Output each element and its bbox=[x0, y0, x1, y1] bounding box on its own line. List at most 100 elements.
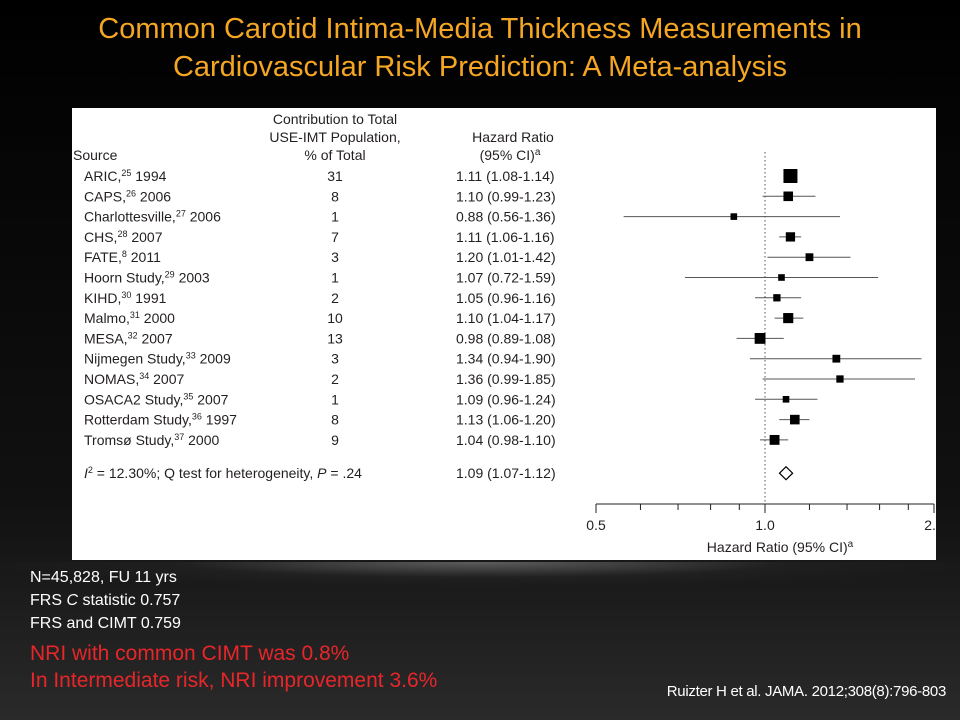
study-point bbox=[785, 232, 796, 242]
study-ref: 31 bbox=[130, 310, 140, 320]
study-hr-text: 1.36 (0.99-1.85) bbox=[456, 371, 556, 387]
study-name: KIHD, bbox=[84, 290, 121, 306]
study-year: 1994 bbox=[131, 168, 166, 184]
citation: Ruizter H et al. JAMA. 2012;308(8):796-8… bbox=[666, 683, 947, 700]
title-line-1: Common Carotid Intima-Media Thickness Me… bbox=[98, 13, 862, 45]
x-axis-label: Hazard Ratio (95% CI)a bbox=[707, 539, 854, 556]
stats-frs-label: FRS bbox=[30, 592, 67, 609]
study-contribution: 2 bbox=[331, 290, 339, 306]
study-ref: 8 bbox=[122, 249, 127, 259]
study-ref: 36 bbox=[192, 412, 202, 422]
study-year: 2000 bbox=[140, 310, 175, 326]
stats-c-italic: C bbox=[66, 592, 79, 609]
study-point bbox=[778, 274, 785, 281]
study-year: 1997 bbox=[202, 412, 237, 428]
study-ref: 28 bbox=[117, 229, 127, 239]
study-ref: 35 bbox=[183, 391, 193, 401]
study-contribution: 13 bbox=[327, 330, 343, 346]
header-hazard-ratio: Hazard Ratio bbox=[472, 129, 554, 145]
study-hr-text: 1.34 (0.94-1.90) bbox=[456, 351, 556, 367]
study-label: NOMAS,34 2007 bbox=[84, 371, 184, 387]
study-year: 2006 bbox=[186, 209, 221, 225]
study-point bbox=[832, 354, 841, 363]
header-ci-sup: a bbox=[535, 147, 541, 158]
nri-line-2: In Intermediate risk, NRI improvement 3.… bbox=[30, 669, 438, 692]
study-contribution: 9 bbox=[331, 432, 339, 448]
study-ref: 30 bbox=[121, 290, 131, 300]
summary-p-value: = .24 bbox=[327, 465, 363, 481]
study-label: Charlottesville,27 2006 bbox=[84, 209, 221, 225]
study-hr-text: 0.88 (0.56-1.36) bbox=[456, 209, 556, 225]
study-ref: 37 bbox=[174, 432, 184, 442]
study-name: Hoorn Study, bbox=[84, 270, 165, 286]
study-label: Nijmegen Study,33 2009 bbox=[84, 351, 231, 367]
study-label: FATE,8 2011 bbox=[84, 249, 161, 265]
header-hazard-ratio-ci: (95% CI)a bbox=[480, 147, 541, 164]
header-contribution-1: Contribution to Total bbox=[273, 111, 397, 127]
study-point bbox=[790, 414, 800, 425]
study-name: NOMAS, bbox=[84, 371, 139, 387]
header-contribution-3: % of Total bbox=[304, 147, 365, 163]
study-label: KIHD,30 1991 bbox=[84, 290, 167, 306]
summary-i-sup: 2 bbox=[88, 465, 93, 475]
title-line-2: Cardiovascular Risk Prediction: A Meta-a… bbox=[172, 51, 788, 83]
study-year: 2007 bbox=[127, 229, 162, 245]
summary-p: P bbox=[317, 465, 327, 481]
study-point bbox=[730, 213, 738, 220]
study-name: OSACA2 Study, bbox=[84, 391, 183, 407]
header-ci-text: (95% CI) bbox=[480, 147, 535, 163]
slide-title: Common Carotid Intima-Media Thickness Me… bbox=[0, 10, 960, 86]
study-year: 2000 bbox=[184, 432, 219, 448]
x-tick-label: 2.0 bbox=[924, 517, 936, 533]
study-contribution: 1 bbox=[331, 270, 339, 286]
study-ref: 29 bbox=[165, 270, 175, 280]
study-name: ARIC, bbox=[84, 168, 121, 184]
study-hr-text: 1.13 (1.06-1.20) bbox=[456, 412, 556, 428]
study-hr-text: 1.11 (1.06-1.16) bbox=[456, 229, 555, 245]
study-year: 2007 bbox=[149, 371, 184, 387]
x-tick-label: 1.0 bbox=[755, 517, 775, 533]
study-ref: 34 bbox=[139, 371, 149, 381]
study-contribution: 3 bbox=[331, 351, 339, 367]
study-hr-text: 1.05 (0.96-1.16) bbox=[456, 290, 556, 306]
study-name: Tromsø Study, bbox=[84, 432, 174, 448]
study-point bbox=[805, 253, 814, 262]
study-point bbox=[783, 191, 794, 202]
study-hr-text: 1.04 (0.98-1.10) bbox=[456, 432, 556, 448]
forest-plot: Source Contribution to Total USE-IMT Popul… bbox=[73, 111, 936, 556]
study-ref: 32 bbox=[128, 330, 138, 340]
study-year: 1991 bbox=[131, 290, 166, 306]
x-axis-label-text: Hazard Ratio (95% CI) bbox=[707, 539, 848, 555]
study-label: OSACA2 Study,35 2007 bbox=[84, 391, 229, 407]
nri-block: NRI with common CIMT was 0.8% In Interme… bbox=[30, 640, 437, 694]
study-contribution: 10 bbox=[327, 310, 343, 326]
study-hr-text: 0.98 (0.89-1.08) bbox=[456, 330, 556, 346]
forest-plot-panel: Source Contribution to Total USE-IMT Popul… bbox=[72, 108, 936, 560]
study-label: CHS,28 2007 bbox=[84, 229, 163, 245]
study-point bbox=[783, 169, 798, 183]
stats-sample-size: N=45,828, FU 11 yrs bbox=[30, 569, 177, 586]
study-point bbox=[836, 375, 844, 383]
study-year: 2009 bbox=[196, 351, 231, 367]
study-contribution: 1 bbox=[331, 209, 339, 225]
stats-frs-value: statistic 0.757 bbox=[78, 592, 181, 609]
study-hr-text: 1.20 (1.01-1.42) bbox=[456, 249, 556, 265]
study-hr-text: 1.10 (0.99-1.23) bbox=[456, 188, 556, 204]
study-contribution: 3 bbox=[331, 249, 339, 265]
study-ref: 27 bbox=[176, 209, 186, 219]
summary-i: I bbox=[84, 465, 88, 481]
study-label: Tromsø Study,37 2000 bbox=[84, 432, 219, 448]
study-name: MESA, bbox=[84, 330, 128, 346]
study-name: Charlottesville, bbox=[84, 209, 176, 225]
summary-diamond bbox=[778, 465, 794, 481]
study-contribution: 1 bbox=[331, 391, 339, 407]
study-hr-text: 1.11 (1.08-1.14) bbox=[456, 168, 555, 184]
header-contribution-2: USE-IMT Population, bbox=[269, 129, 400, 145]
study-contribution: 2 bbox=[331, 371, 339, 387]
decorative-light-band bbox=[0, 562, 960, 586]
study-year: 2006 bbox=[136, 188, 171, 204]
study-label: Rotterdam Study,36 1997 bbox=[84, 412, 237, 428]
study-year: 2007 bbox=[138, 330, 173, 346]
study-label: Malmo,31 2000 bbox=[84, 310, 175, 326]
study-label: MESA,32 2007 bbox=[84, 330, 173, 346]
